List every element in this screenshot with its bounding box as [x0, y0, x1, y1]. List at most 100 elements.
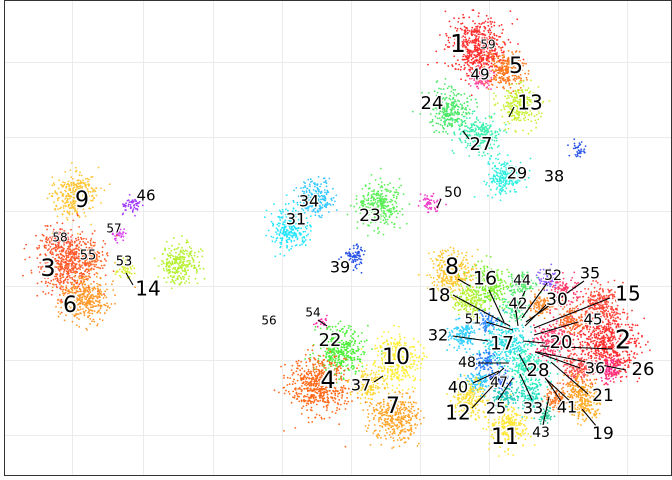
data-point	[486, 86, 489, 88]
data-point	[82, 282, 85, 284]
data-point	[467, 130, 469, 133]
data-point	[489, 124, 492, 127]
data-point	[530, 120, 533, 123]
data-point	[492, 92, 495, 95]
data-point	[382, 215, 385, 217]
data-point	[123, 203, 126, 206]
data-point	[309, 224, 311, 227]
data-point	[506, 59, 508, 62]
data-point	[53, 184, 56, 186]
data-point	[468, 68, 470, 71]
data-point	[94, 299, 97, 302]
data-point	[59, 274, 62, 277]
data-point	[81, 181, 84, 184]
data-point	[295, 235, 298, 238]
data-point	[386, 218, 389, 221]
data-point	[479, 128, 482, 131]
data-point	[499, 77, 502, 80]
data-point	[452, 89, 455, 91]
data-point	[279, 219, 282, 221]
data-point	[84, 283, 86, 286]
data-point	[70, 183, 73, 186]
data-point	[82, 286, 84, 288]
data-point	[24, 258, 27, 261]
data-point	[444, 78, 447, 80]
data-point	[274, 255, 277, 258]
data-point	[93, 188, 95, 191]
data-point	[300, 187, 302, 190]
data-point	[507, 127, 510, 130]
data-point	[186, 250, 189, 253]
data-point	[454, 100, 457, 103]
data-point	[478, 36, 480, 38]
data-point	[449, 114, 452, 117]
data-point	[490, 26, 493, 28]
data-point	[36, 282, 39, 285]
data-point	[411, 110, 414, 113]
data-point	[326, 201, 329, 204]
data-point	[466, 40, 469, 43]
data-point	[89, 291, 92, 294]
data-point	[38, 244, 41, 247]
data-point	[470, 58, 473, 61]
data-point	[502, 71, 505, 74]
data-point	[71, 201, 74, 204]
data-point	[73, 287, 76, 290]
data-point	[361, 202, 364, 205]
data-point	[522, 117, 525, 120]
data-point	[583, 148, 586, 151]
data-point	[449, 122, 451, 125]
data-point	[354, 255, 357, 257]
data-point	[505, 89, 508, 92]
data-point	[370, 194, 373, 196]
data-point	[405, 222, 408, 225]
data-point	[494, 136, 496, 139]
data-point	[66, 211, 69, 214]
data-point	[72, 219, 75, 222]
data-point	[76, 213, 79, 216]
data-point	[455, 50, 458, 53]
data-point	[79, 306, 82, 308]
data-point	[496, 39, 499, 41]
data-point	[499, 59, 502, 61]
data-point	[483, 51, 485, 54]
data-point	[488, 47, 491, 49]
data-point	[460, 78, 462, 81]
data-point	[508, 82, 511, 85]
data-point	[479, 66, 482, 69]
data-point	[304, 185, 306, 187]
data-point	[108, 183, 111, 186]
data-point	[165, 281, 168, 284]
data-point	[349, 253, 352, 256]
data-point	[497, 167, 499, 170]
data-point	[507, 38, 510, 41]
data-point	[288, 249, 291, 252]
data-point	[79, 308, 82, 311]
data-point	[359, 201, 362, 204]
data-point	[488, 66, 491, 69]
data-point	[506, 97, 508, 100]
data-point	[508, 75, 510, 78]
data-point	[93, 273, 96, 276]
data-point	[197, 250, 200, 253]
data-point	[125, 202, 127, 205]
data-point	[474, 67, 477, 70]
data-point	[103, 189, 106, 192]
data-point	[91, 195, 93, 198]
data-point	[483, 53, 486, 56]
data-point	[381, 201, 384, 204]
data-point	[323, 189, 326, 191]
data-point	[527, 118, 530, 121]
data-point	[567, 144, 569, 147]
data-point	[86, 279, 89, 281]
data-point	[463, 49, 466, 52]
data-point	[469, 61, 471, 64]
data-point	[355, 198, 358, 201]
data-point	[181, 258, 184, 260]
data-point	[488, 44, 490, 47]
data-point	[461, 252, 463, 255]
data-point	[63, 210, 65, 213]
data-point	[466, 29, 469, 31]
data-point	[501, 177, 503, 180]
data-point	[190, 247, 193, 250]
